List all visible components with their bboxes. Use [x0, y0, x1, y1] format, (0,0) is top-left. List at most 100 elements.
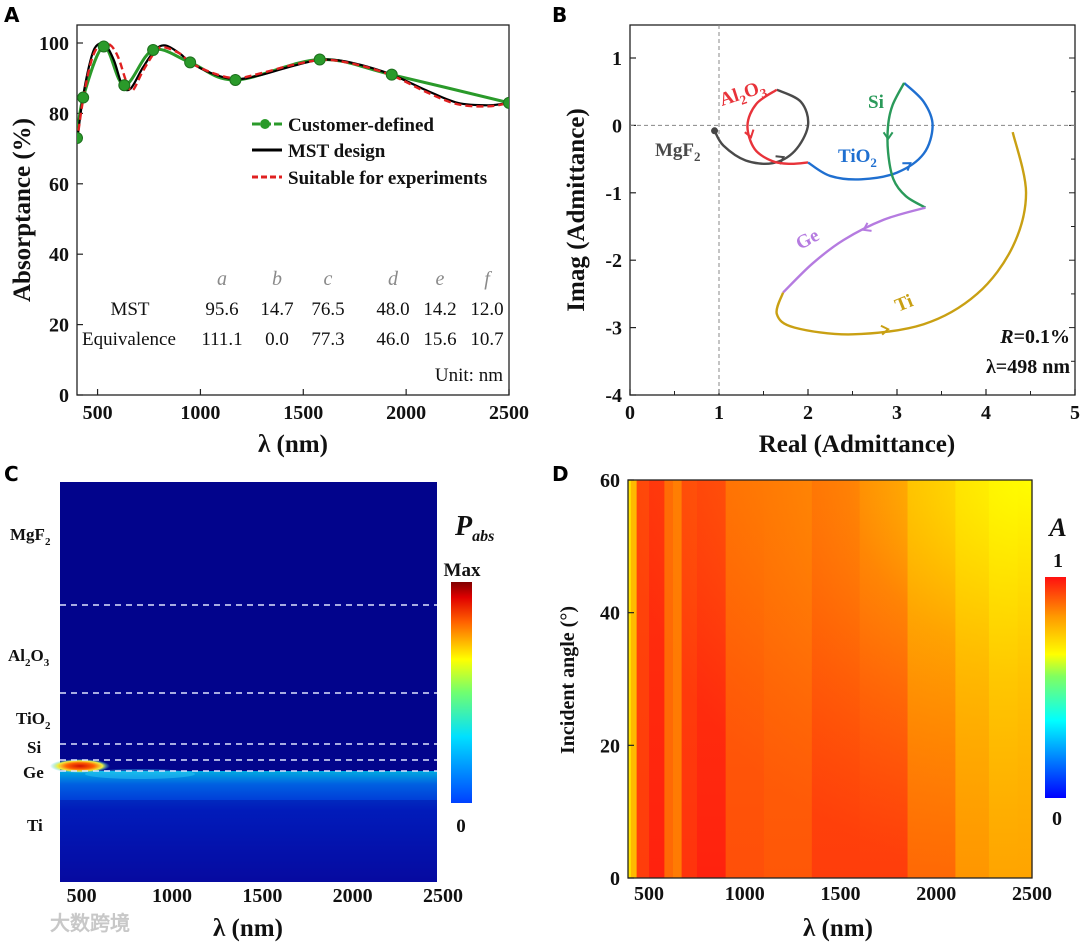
- locus-mgf: [713, 88, 810, 165]
- plot-frame: [76, 24, 510, 396]
- colorbar-title: Pabs: [454, 511, 494, 545]
- thickness-table: a b c d e f MST 95.6 14.7 76.5 48.0 14.2 12.0 Equival…: [82, 268, 504, 386]
- colorbar-max-label: Max: [444, 560, 481, 581]
- y-tick-label: -3: [605, 318, 622, 340]
- layer-label-ge: Ge: [792, 225, 822, 254]
- x-tick-label: 3: [892, 402, 902, 424]
- layer-label-si: Si: [868, 92, 884, 113]
- y-axis-label: Imag (Admittance): [563, 108, 590, 311]
- y-tick-label: 0: [59, 385, 69, 407]
- direction-arrow: [862, 222, 872, 232]
- colorbar: [451, 582, 472, 803]
- layer-label-text: Si: [868, 92, 884, 113]
- locus-ti: [775, 131, 1028, 336]
- y-tick-label: 0: [610, 868, 620, 890]
- y-tick-label: 60: [600, 470, 620, 492]
- table-column-header: f: [484, 268, 492, 290]
- layer-label-text: Ti: [892, 291, 916, 317]
- y-tick-label: 60: [49, 174, 69, 196]
- table-cell: 15.6: [423, 329, 456, 350]
- x-tick-label: 1500: [821, 883, 861, 905]
- layer-label-text: MgF: [655, 140, 694, 161]
- layer-label-text: O: [31, 646, 44, 665]
- legend-label: MST design: [288, 141, 386, 162]
- data-point-customer-defined: [147, 44, 160, 57]
- x-tick-label: 1500: [283, 402, 323, 424]
- locus-si: [886, 82, 927, 209]
- layer-label-text: MgF: [10, 525, 45, 544]
- panel-a-absorptance-chart: 500 1000 1500 2000 2500 0 20 40 60 80 100 Customer…: [9, 24, 529, 458]
- wavelength-annotation: λ=498 nm: [986, 356, 1070, 378]
- table-cell: 111.1: [201, 329, 242, 350]
- layer-label-subscript: 2: [870, 155, 877, 170]
- layer-label-subscript: 3: [758, 85, 769, 101]
- x-tick-label: 500: [67, 885, 97, 907]
- layer-label: MgF2: [10, 525, 51, 548]
- data-point-customer-defined: [313, 53, 326, 66]
- data-point-customer-defined: [118, 79, 131, 92]
- colorbar-title-sub: abs: [472, 528, 494, 545]
- locus-tio: [807, 82, 934, 181]
- x-tick-label: 4: [981, 402, 991, 424]
- table-cell: 14.7: [260, 299, 293, 320]
- locus-ge: [782, 206, 926, 294]
- panel-label-b: B: [552, 3, 567, 27]
- colorbar-min-label: 0: [456, 816, 466, 837]
- data-point-customer-defined: [77, 91, 90, 104]
- layer-label: Si: [27, 738, 41, 757]
- x-axis-label: λ (nm): [213, 915, 283, 942]
- colorbar-max-label: 1: [1053, 550, 1063, 572]
- y-tick-label: -1: [605, 183, 622, 205]
- x-tick-label: 2500: [489, 402, 529, 424]
- layer-label-subscript: 2: [45, 720, 51, 732]
- y-axis-label: Absorptance (%): [9, 118, 36, 302]
- table-column-header: d: [388, 268, 399, 290]
- legend-marker-customer: [260, 119, 270, 129]
- layer-label-al: Al2O3: [717, 76, 769, 113]
- x-tick-label: 500: [83, 402, 113, 424]
- start-point: [711, 127, 719, 135]
- heatmap-ti-layer: [60, 771, 437, 882]
- table-column-header: a: [217, 268, 227, 290]
- x-tick-label: 1: [714, 402, 724, 424]
- layer-label-text: Al: [8, 646, 25, 665]
- colorbar-title-main: P: [454, 511, 473, 542]
- layer-label-text: Al: [717, 85, 742, 111]
- layer-label-text: O: [741, 78, 762, 103]
- x-axis-label: Real (Admittance): [759, 431, 955, 458]
- colorbar-title: A: [1047, 513, 1066, 542]
- y-tick-label: -4: [605, 385, 622, 407]
- layer-label-text: Ge: [792, 225, 822, 254]
- layer-label-text: Ti: [27, 816, 43, 835]
- layer-label-text: Ge: [23, 763, 44, 782]
- heatmap-ti-fade: [60, 800, 437, 882]
- y-tick-label: 80: [49, 103, 69, 125]
- legend: Customer-defined MST design Suitable for…: [252, 115, 487, 189]
- direction-arrow: [882, 131, 894, 141]
- table-column-header: e: [436, 268, 445, 290]
- data-point-customer-defined: [229, 73, 242, 86]
- legend-label: Customer-defined: [288, 115, 434, 136]
- heatmap-ge-glow: [85, 769, 195, 779]
- layer-label: TiO2: [16, 709, 51, 732]
- table-column-header: b: [272, 268, 282, 290]
- layer-label-text: TiO: [16, 709, 45, 728]
- x-axis-label: λ (nm): [258, 431, 328, 458]
- y-tick-label: -2: [605, 250, 622, 272]
- x-tick-label: 2000: [386, 402, 426, 424]
- layer-label-subscript: 2: [25, 657, 31, 669]
- y-tick-label: 20: [49, 315, 69, 337]
- x-tick-label: 2000: [333, 885, 373, 907]
- panel-label-d: D: [552, 462, 569, 486]
- x-tick-label: 5: [1070, 402, 1080, 424]
- table-cell: 95.6: [205, 299, 238, 320]
- y-tick-label: 1: [612, 48, 622, 70]
- x-tick-label: 2500: [1012, 883, 1052, 905]
- x-tick-label: 2000: [916, 883, 956, 905]
- table-cell: 46.0: [376, 329, 409, 350]
- direction-arrow: [744, 129, 755, 139]
